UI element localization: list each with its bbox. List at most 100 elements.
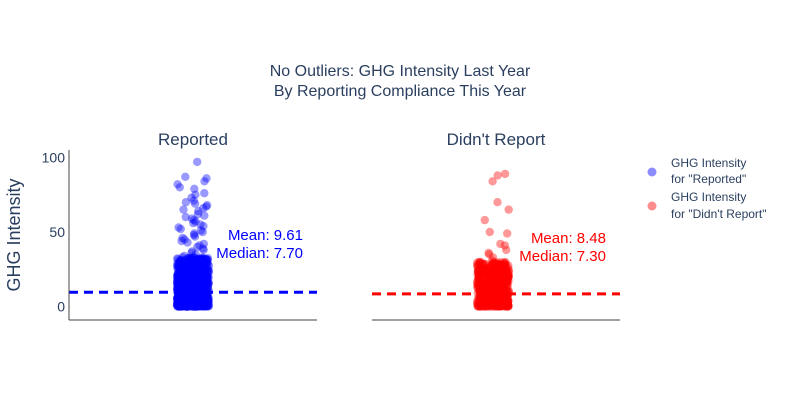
data-point — [183, 297, 192, 306]
data-point — [185, 291, 194, 301]
data-point — [199, 300, 209, 309]
data-point — [196, 257, 205, 266]
data-point — [500, 272, 509, 281]
data-point — [183, 300, 192, 309]
data-point — [498, 301, 507, 310]
data-point — [189, 218, 198, 228]
data-point — [503, 296, 513, 305]
data-point — [176, 271, 185, 281]
data-point — [474, 274, 483, 283]
data-point — [188, 253, 197, 262]
data-point — [189, 302, 198, 311]
data-point — [178, 302, 187, 311]
data-point — [181, 268, 190, 277]
data-point — [194, 274, 203, 283]
data-point — [204, 273, 213, 282]
data-point — [487, 280, 496, 289]
data-point — [193, 275, 202, 285]
data-point — [180, 264, 189, 274]
data-point — [490, 276, 499, 285]
data-point — [176, 256, 186, 265]
data-point — [482, 294, 491, 304]
data-point — [184, 302, 194, 311]
data-point — [497, 301, 507, 310]
data-point — [476, 282, 485, 291]
data-point — [189, 296, 199, 306]
data-point — [196, 299, 205, 309]
data-point — [189, 300, 198, 310]
data-point — [191, 298, 200, 308]
chart-title: No Outliers: GHG Intensity Last Year By … — [270, 63, 531, 100]
data-point — [500, 169, 510, 179]
data-point — [173, 271, 182, 281]
data-point — [193, 273, 203, 282]
data-point — [195, 295, 205, 304]
data-point — [177, 257, 186, 266]
data-point — [473, 258, 482, 267]
data-point — [197, 260, 206, 269]
data-point — [202, 301, 211, 310]
legend[interactable]: GHG Intensity for "Reported" GHG Intensi… — [647, 156, 767, 221]
data-point — [489, 293, 498, 302]
data-point — [475, 259, 484, 268]
data-point — [200, 300, 209, 309]
data-point — [472, 260, 482, 269]
data-point — [178, 279, 187, 289]
data-point — [174, 302, 183, 311]
data-point — [484, 274, 494, 284]
data-point — [499, 264, 508, 273]
data-point — [499, 297, 508, 307]
data-point — [493, 258, 502, 267]
data-point — [176, 301, 186, 310]
data-point — [180, 302, 189, 311]
data-point — [185, 294, 194, 304]
data-point — [492, 294, 501, 303]
data-point — [189, 301, 198, 310]
data-point — [176, 224, 185, 234]
data-point — [203, 258, 212, 267]
data-point — [197, 296, 207, 306]
legend-item-didnt-report[interactable]: GHG Intensity for "Didn't Report" — [647, 190, 767, 221]
data-point — [500, 292, 509, 302]
data-point — [185, 299, 194, 309]
data-point — [194, 298, 203, 308]
data-point — [172, 301, 182, 310]
data-point — [173, 272, 182, 281]
data-point — [490, 260, 499, 269]
data-point — [186, 269, 195, 278]
data-point — [196, 220, 205, 229]
data-point — [192, 260, 201, 269]
data-point — [199, 274, 208, 283]
data-point — [490, 283, 500, 292]
data-point — [474, 273, 483, 283]
data-point — [503, 268, 512, 278]
data-point — [493, 278, 502, 287]
data-point — [483, 273, 493, 282]
data-point — [176, 284, 186, 293]
data-point — [201, 271, 210, 281]
data-point — [489, 285, 498, 295]
data-point — [476, 277, 486, 286]
data-point — [198, 259, 207, 268]
data-point — [204, 301, 213, 310]
data-point — [184, 272, 193, 281]
data-point — [198, 300, 208, 309]
data-point — [195, 301, 204, 311]
data-point — [473, 300, 483, 309]
data-point — [202, 270, 211, 279]
data-point — [498, 271, 507, 281]
data-point — [501, 302, 510, 311]
data-point — [480, 299, 489, 308]
legend-item-reported[interactable]: GHG Intensity for "Reported" — [647, 156, 747, 186]
data-point — [183, 302, 192, 311]
data-point — [499, 291, 508, 300]
data-point — [194, 273, 203, 282]
data-point — [203, 295, 212, 305]
data-point — [194, 299, 203, 308]
data-point — [188, 278, 197, 287]
data-point — [176, 299, 185, 308]
data-point — [497, 274, 506, 284]
data-point — [200, 258, 209, 267]
data-point — [183, 267, 192, 277]
data-point — [203, 296, 212, 305]
